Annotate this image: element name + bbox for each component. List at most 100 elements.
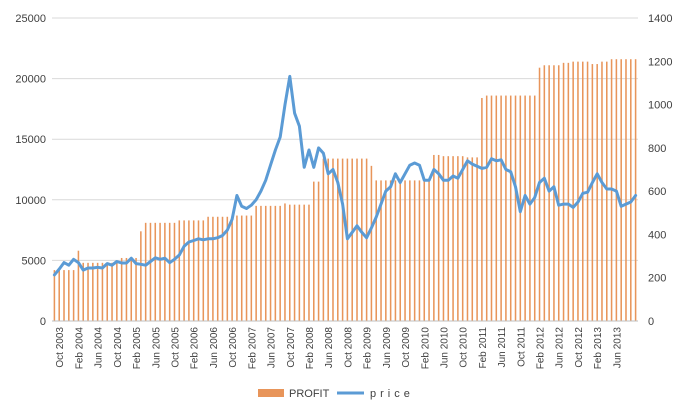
profit-bar <box>288 204 291 321</box>
y-right-tick-label: 1200 <box>648 56 672 68</box>
x-tick-label: Jun 2005 <box>151 327 162 369</box>
profit-bar <box>481 97 483 321</box>
legend-label-profit: PROFIT <box>289 388 330 400</box>
profit-bar <box>140 231 142 321</box>
profit-bar <box>130 257 133 321</box>
profit-bar <box>303 204 305 321</box>
y-right-tick-label: 600 <box>648 186 666 198</box>
profit-bar <box>351 158 353 321</box>
profit-bar <box>236 215 238 321</box>
profit-bar <box>601 61 603 322</box>
profit-bar <box>485 95 488 322</box>
x-tick-label: Feb 2013 <box>593 327 604 370</box>
y-axis-left: 0 5000 10000 15000 20000 25000 <box>15 13 46 328</box>
x-tick-label: Feb 2004 <box>74 327 85 370</box>
profit-bar <box>58 270 60 321</box>
x-tick-label: Jun 2010 <box>439 327 450 369</box>
profit-bar <box>327 158 329 321</box>
profit-bar <box>293 204 296 321</box>
profit-bar <box>423 180 426 321</box>
profit-bar <box>399 180 402 321</box>
profit-bar <box>313 181 315 321</box>
profit-bar <box>337 158 339 321</box>
profit-bar <box>216 216 219 321</box>
profit-bar <box>634 59 637 321</box>
profit-bar <box>159 222 161 321</box>
profit-bar <box>442 156 445 321</box>
x-tick-label: Jun 2007 <box>267 327 278 369</box>
profit-bar <box>461 156 464 321</box>
profit-bar <box>413 180 416 321</box>
x-tick-label: Oct 2009 <box>401 327 412 368</box>
profit-bar <box>207 216 209 321</box>
profit-bar <box>197 220 200 321</box>
x-tick-label: Feb 2006 <box>190 327 201 370</box>
x-tick-label: Feb 2007 <box>247 327 258 370</box>
profit-bar <box>394 180 397 321</box>
profit-bar <box>404 180 406 321</box>
x-tick-label: Oct 2006 <box>228 327 239 368</box>
profit-bar <box>543 65 546 321</box>
profit-bar <box>111 262 113 321</box>
x-tick-label: Jun 2009 <box>382 327 393 369</box>
profit-bar <box>500 95 502 322</box>
x-tick-label: Feb 2009 <box>363 327 374 370</box>
profit-bar <box>356 158 358 321</box>
profit-bar <box>418 180 421 321</box>
profit-bar <box>548 65 550 321</box>
profit-bar <box>120 257 123 321</box>
profit-bar <box>389 180 392 321</box>
profit-bar <box>361 158 363 321</box>
x-tick-label: Oct 2010 <box>459 327 470 368</box>
profit-bar <box>437 154 440 321</box>
profit-bar <box>317 181 320 321</box>
y-right-tick-label: 800 <box>648 143 666 155</box>
x-tick-label: Jun 2011 <box>497 327 508 368</box>
x-tick-label: Oct 2012 <box>574 327 585 368</box>
profit-bar <box>269 205 272 321</box>
profit-bar <box>409 180 411 321</box>
profit-bar <box>620 59 622 321</box>
profit-bar <box>149 222 152 321</box>
profit-bar <box>365 158 368 321</box>
x-tick-label: Feb 2012 <box>536 327 547 370</box>
profit-bar <box>168 222 171 321</box>
x-tick-label: Feb 2008 <box>305 327 316 370</box>
profit-bar <box>562 62 565 322</box>
profit-bar <box>53 270 56 321</box>
profit-bar <box>101 262 104 321</box>
x-tick-label: Oct 2011 <box>516 327 527 367</box>
y-right-tick-label: 200 <box>648 273 666 285</box>
profit-bar <box>274 205 277 321</box>
profit-bar <box>625 59 627 321</box>
profit-bar <box>505 95 507 322</box>
profit-bar <box>63 270 65 321</box>
profit-bar <box>255 205 257 321</box>
profit-bar <box>452 156 454 321</box>
price-line <box>52 74 638 277</box>
y-left-tick-label: 15000 <box>15 134 46 146</box>
profit-bar <box>509 95 512 322</box>
x-tick-label: Feb 2010 <box>420 327 431 370</box>
profit-bar <box>226 216 229 321</box>
profit-bar <box>553 65 555 321</box>
y-left-tick-label: 0 <box>40 316 46 328</box>
y-left-tick-label: 10000 <box>15 195 46 207</box>
y-right-tick-label: 0 <box>648 316 654 328</box>
profit-bar <box>308 204 310 321</box>
x-tick-label: Jun 2008 <box>324 327 335 369</box>
profit-bar <box>154 222 157 321</box>
x-tick-label: Oct 2004 <box>113 327 124 368</box>
legend-label-price: price <box>370 388 414 400</box>
profit-bar <box>495 95 498 322</box>
gridlines <box>52 17 638 322</box>
x-tick-label: Oct 2008 <box>343 327 354 368</box>
profit-bar <box>96 262 99 321</box>
profit-bar <box>457 156 459 321</box>
profit-bar <box>567 62 570 322</box>
profit-bar <box>245 215 248 321</box>
profit-bar <box>92 262 94 321</box>
profit-bar <box>202 220 205 321</box>
profit-bar <box>164 222 166 321</box>
